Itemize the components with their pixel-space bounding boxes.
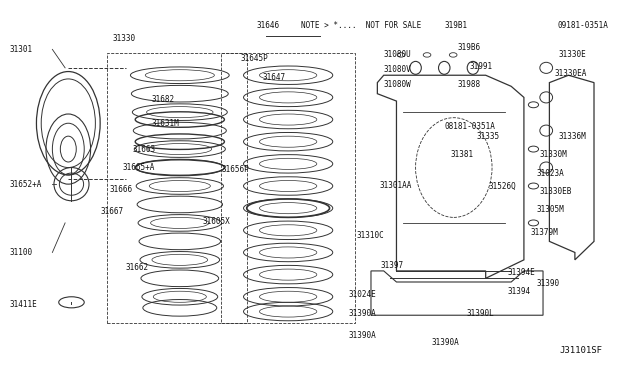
Text: 31301: 31301 — [10, 45, 33, 54]
Text: 31080W: 31080W — [384, 80, 412, 89]
Text: 09181-0351A: 09181-0351A — [557, 21, 609, 30]
Text: 31310C: 31310C — [357, 231, 385, 240]
Text: 31667: 31667 — [100, 207, 124, 217]
Text: 31301AA: 31301AA — [380, 182, 412, 190]
Text: 31330: 31330 — [113, 34, 136, 43]
Text: 31988: 31988 — [457, 80, 480, 89]
Text: 31080V: 31080V — [384, 65, 412, 74]
Text: 31381: 31381 — [451, 150, 474, 159]
Text: 31336M: 31336M — [559, 132, 587, 141]
Text: 31663: 31663 — [132, 145, 155, 154]
Text: 31330EA: 31330EA — [554, 69, 587, 78]
Text: 31390A: 31390A — [431, 339, 460, 347]
Text: 31390A: 31390A — [349, 331, 376, 340]
Text: 31397: 31397 — [381, 261, 404, 270]
Text: 319B1: 319B1 — [444, 21, 467, 30]
Text: 31100: 31100 — [10, 248, 33, 257]
Text: 31662: 31662 — [125, 263, 148, 272]
Bar — [106, 53, 246, 323]
Text: 31330M: 31330M — [540, 150, 568, 159]
Text: 31652+A: 31652+A — [10, 180, 42, 189]
Text: 31665+A: 31665+A — [122, 163, 155, 172]
Text: 31411E: 31411E — [10, 300, 37, 309]
Text: 31645P: 31645P — [241, 54, 268, 63]
Text: 31394E: 31394E — [508, 268, 536, 277]
Text: NOTE > *....  NOT FOR SALE: NOTE > *.... NOT FOR SALE — [301, 21, 421, 30]
Text: 31631M: 31631M — [151, 119, 179, 128]
Text: 31390: 31390 — [537, 279, 560, 288]
Text: 31390A: 31390A — [349, 309, 376, 318]
Text: 31024E: 31024E — [349, 291, 376, 299]
Text: 319B6: 319B6 — [457, 43, 480, 52]
Text: 31379M: 31379M — [531, 228, 558, 237]
Bar — [221, 53, 355, 323]
Text: J31101SF: J31101SF — [559, 346, 602, 355]
Text: 31526Q: 31526Q — [489, 182, 516, 190]
Text: 31390L: 31390L — [467, 309, 494, 318]
Text: 31605X: 31605X — [202, 217, 230, 225]
Text: 31305M: 31305M — [537, 205, 564, 215]
Text: 31330E: 31330E — [559, 51, 587, 60]
Text: 31991: 31991 — [470, 61, 493, 71]
Text: 31394: 31394 — [508, 287, 531, 296]
Text: 31647: 31647 — [262, 73, 286, 81]
Text: 31682: 31682 — [151, 95, 174, 104]
Text: 31666: 31666 — [109, 185, 133, 194]
Text: 31335: 31335 — [476, 132, 499, 141]
Text: 31023A: 31023A — [537, 169, 564, 177]
Text: 31080U: 31080U — [384, 51, 412, 60]
Text: 08181-0351A: 08181-0351A — [444, 122, 495, 131]
Text: 31656P: 31656P — [221, 165, 249, 174]
Text: 31330EB: 31330EB — [540, 187, 572, 196]
Text: 31646: 31646 — [256, 21, 280, 30]
